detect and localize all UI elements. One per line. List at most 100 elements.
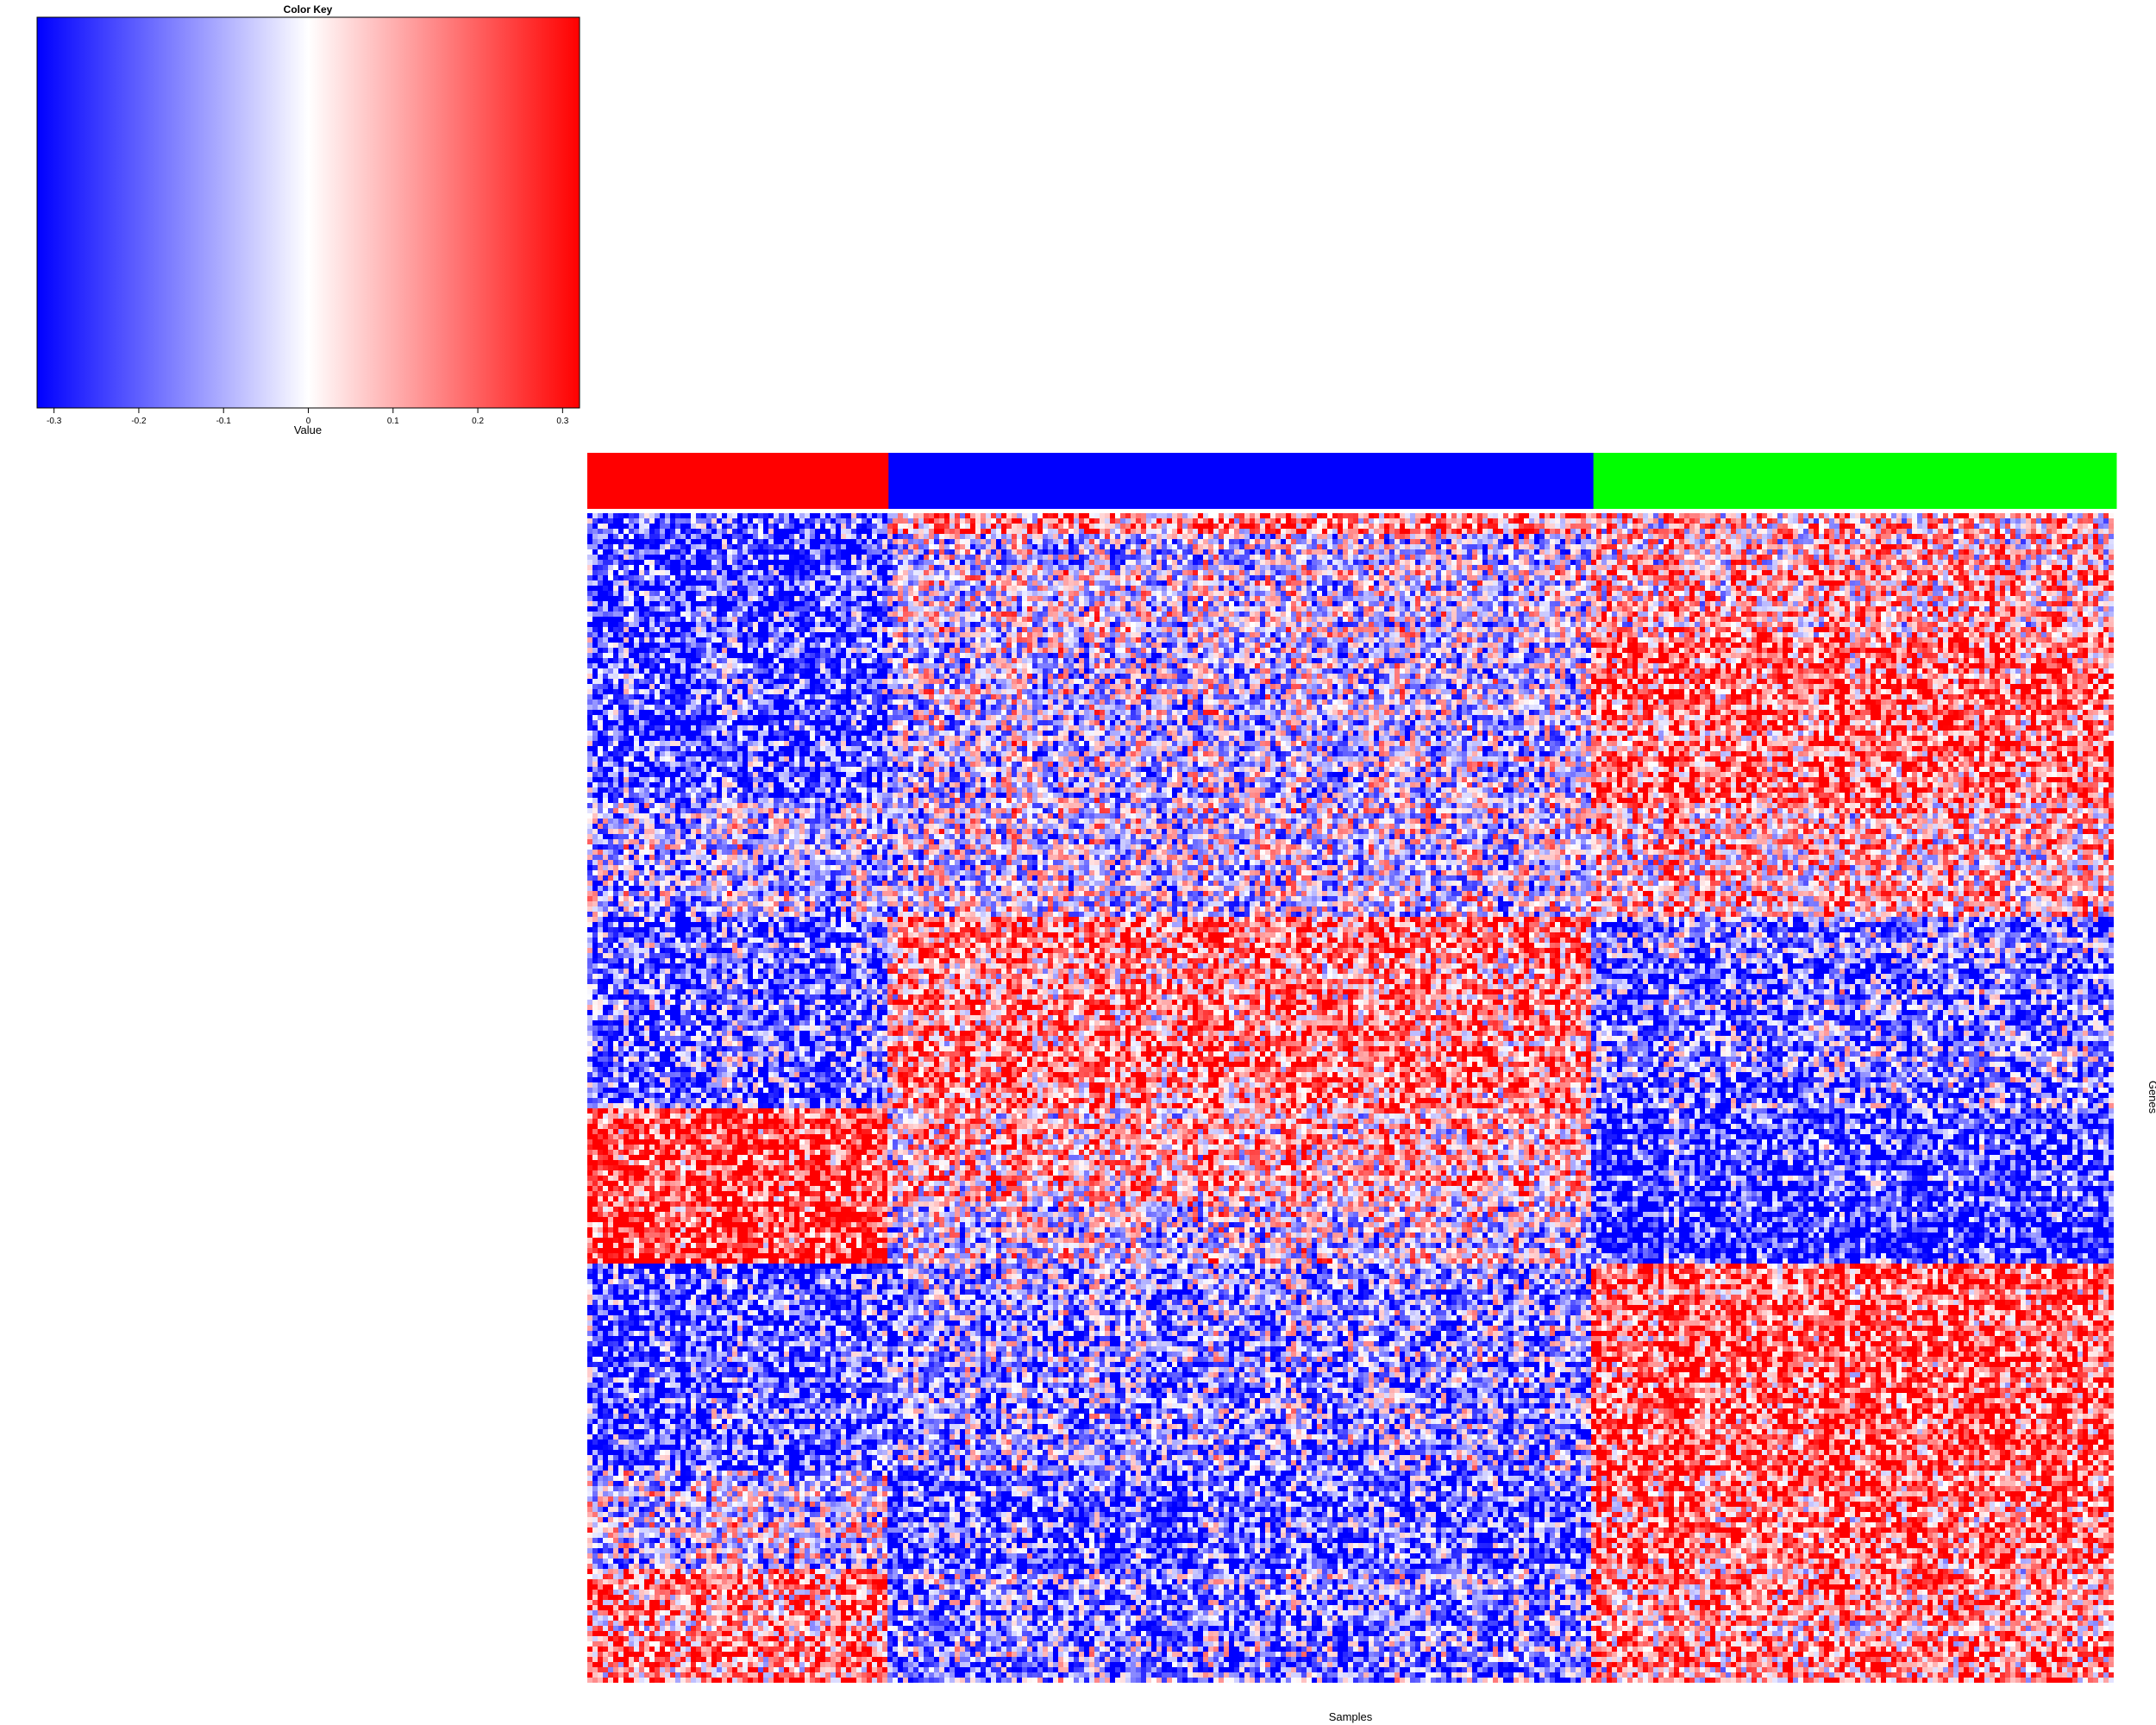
heatmap-cell: [1291, 513, 1296, 518]
heatmap-cell: [680, 518, 686, 524]
heatmap-cell: [950, 518, 955, 524]
heatmap-cell: [1105, 513, 1110, 518]
heatmap-cell: [1493, 518, 1498, 524]
heatmap-cell: [1224, 513, 1229, 518]
heatmap-cell: [711, 518, 717, 524]
heatmap-cell: [1265, 518, 1270, 524]
heatmap-cell: [1488, 513, 1493, 518]
heatmap-cell: [665, 513, 670, 518]
heatmap-cell: [743, 513, 748, 518]
heatmap-cell: [613, 513, 618, 518]
heatmap-cell: [1974, 513, 1979, 518]
heatmap-cell: [1969, 513, 1974, 518]
heatmap-cell: [784, 513, 789, 518]
heatmap-cell: [846, 518, 851, 524]
heatmap-cell: [960, 513, 965, 518]
heatmap-cell: [1596, 518, 1601, 524]
heatmap-cell: [1151, 518, 1156, 524]
color-key-tick-label: -0.1: [216, 417, 232, 426]
heatmap-cell: [1772, 513, 1777, 518]
heatmap-cell: [1757, 513, 1762, 518]
heatmap-cell: [1110, 518, 1115, 524]
heatmap-cell: [918, 518, 924, 524]
heatmap-cell: [779, 513, 784, 518]
heatmap-cell: [1343, 513, 1348, 518]
heatmap-cell: [732, 513, 737, 518]
heatmap-cell: [1441, 513, 1446, 518]
heatmap-cell: [1643, 513, 1648, 518]
heatmap-cell: [1824, 513, 1829, 518]
heatmap-cell: [1446, 513, 1451, 518]
heatmap-cell: [1338, 513, 1343, 518]
heatmap-cell: [1607, 518, 1612, 524]
heatmap-cell: [1374, 513, 1379, 518]
heatmap-cell: [1591, 518, 1596, 524]
heatmap-cell: [1534, 513, 1539, 518]
heatmap-cell: [1467, 518, 1472, 524]
heatmap-cell: [1286, 513, 1291, 518]
heatmap-cell: [665, 518, 670, 524]
heatmap-cell: [975, 518, 981, 524]
heatmap-cell: [1871, 513, 1876, 518]
heatmap-cell: [2005, 513, 2010, 518]
heatmap-cell: [1017, 513, 1022, 518]
heatmap-cell: [2026, 513, 2031, 518]
heatmap-matrix: [587, 513, 2114, 1683]
heatmap-cell: [1933, 513, 1938, 518]
heatmap-cell: [592, 513, 598, 518]
heatmap-cell: [1720, 513, 1726, 518]
heatmap-cell: [1736, 513, 1741, 518]
heatmap-cell: [882, 518, 887, 524]
heatmap-cell: [1689, 513, 1695, 518]
heatmap-cell: [789, 513, 794, 518]
heatmap-cell: [1451, 513, 1457, 518]
heatmap-cell: [851, 513, 856, 518]
heatmap-cell: [1524, 518, 1529, 524]
heatmap-cell: [908, 513, 913, 518]
heatmap-cell: [1317, 513, 1322, 518]
heatmap-cell: [1244, 513, 1250, 518]
heatmap-cell: [1519, 518, 1524, 524]
heatmap-cell: [2031, 513, 2036, 518]
heatmap-cell: [1953, 513, 1959, 518]
heatmap-cell: [608, 518, 613, 524]
heatmap-cell: [1162, 513, 1167, 518]
heatmap-cell: [737, 513, 743, 518]
heatmap-cell: [1793, 513, 1798, 518]
heatmap-cell: [924, 513, 929, 518]
heatmap-cell: [1472, 518, 1477, 524]
heatmap-cell: [660, 513, 665, 518]
heatmap-cell: [2103, 513, 2109, 518]
heatmap-cell: [1560, 513, 1565, 518]
heatmap-cell: [748, 513, 753, 518]
heatmap-cell: [1395, 513, 1400, 518]
heatmap-cell: [1622, 518, 1627, 524]
color-key-tick-label: 0.2: [472, 417, 484, 426]
heatmap-cell: [1374, 518, 1379, 524]
heatmap-cell: [820, 518, 825, 524]
heatmap-cell: [2062, 513, 2067, 518]
heatmap-cell: [603, 513, 608, 518]
heatmap-cell: [1363, 518, 1369, 524]
heatmap-cell: [1213, 518, 1219, 524]
heatmap-cell: [1177, 513, 1182, 518]
heatmap-cell: [1219, 513, 1224, 518]
heatmap-cell: [1534, 518, 1539, 524]
heatmap-cell: [1234, 513, 1239, 518]
heatmap-cell: [1069, 518, 1074, 524]
heatmap-cell: [846, 513, 851, 518]
heatmap-cell: [1715, 513, 1720, 518]
heatmap-cell: [1705, 513, 1710, 518]
heatmap-cell: [1327, 513, 1332, 518]
heatmap-cell: [1881, 513, 1886, 518]
heatmap-cell: [1162, 518, 1167, 524]
heatmap-cell: [867, 513, 872, 518]
heatmap-cell: [825, 513, 830, 518]
heatmap-cell: [1943, 513, 1948, 518]
heatmap-cell: [1995, 513, 2000, 518]
heatmap-cell: [1131, 518, 1136, 524]
heatmap-cell: [1601, 513, 1607, 518]
heatmap-cell: [794, 513, 799, 518]
heatmap-cell: [898, 518, 903, 524]
heatmap-cell: [1208, 513, 1213, 518]
